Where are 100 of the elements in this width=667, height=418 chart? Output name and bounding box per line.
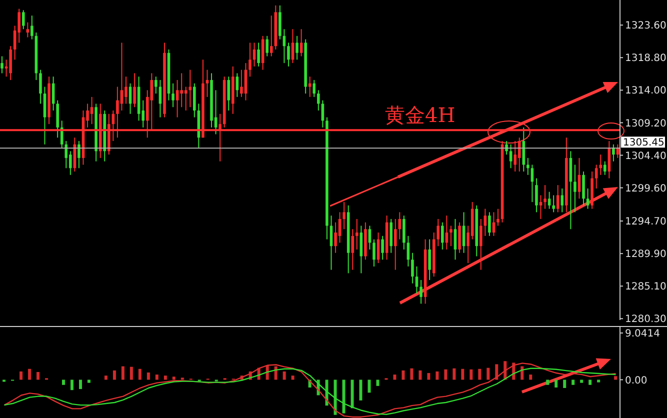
candlestick <box>372 238 376 267</box>
bar <box>342 380 346 414</box>
bar <box>359 380 362 400</box>
candlestick <box>184 86 188 112</box>
y-tick-label: 1314.00 <box>625 86 666 97</box>
bar <box>78 380 82 390</box>
bar <box>546 380 550 385</box>
candlestick <box>26 22 30 38</box>
y-tick-label: 9.0414 <box>625 328 660 340</box>
bar <box>597 380 600 382</box>
candlestick <box>402 215 406 250</box>
candlestick <box>296 35 298 60</box>
candlestick <box>454 218 457 260</box>
candlestick <box>90 96 94 125</box>
bar <box>146 372 150 380</box>
y-tick-label: 1323.60 <box>625 20 666 32</box>
bar <box>529 374 532 380</box>
candlestick <box>420 280 422 304</box>
bar <box>572 380 575 385</box>
candlestick <box>188 69 192 108</box>
candlestick <box>78 140 80 169</box>
bar <box>588 380 592 385</box>
bar <box>444 369 448 380</box>
candlestick <box>612 144 615 162</box>
candlestick <box>22 10 25 30</box>
candlestick <box>172 82 174 108</box>
candlestick <box>586 188 590 210</box>
candlestick <box>428 238 431 280</box>
candlestick <box>548 191 551 210</box>
candlestick <box>206 69 209 98</box>
bar <box>418 370 422 380</box>
candlestick <box>334 222 337 254</box>
y-tick-label: 1294.70 <box>625 216 666 228</box>
bar <box>121 366 124 380</box>
bar <box>470 369 473 380</box>
candlestick <box>458 222 461 254</box>
candlestick <box>39 69 42 104</box>
bar <box>393 374 396 380</box>
candlestick <box>248 42 252 78</box>
bar <box>282 371 286 380</box>
candlestick <box>535 178 538 213</box>
candlestick <box>599 154 602 176</box>
candlestick <box>415 266 418 294</box>
candlestick <box>133 72 136 108</box>
y-tick-label: 1289.90 <box>625 249 666 260</box>
bar <box>164 376 167 380</box>
candlestick <box>257 42 260 67</box>
candlestick <box>9 46 12 80</box>
candlestick <box>518 137 521 172</box>
bar <box>436 371 439 380</box>
candlestick <box>514 140 517 172</box>
bar <box>112 370 116 380</box>
bar <box>350 380 354 408</box>
candlestick <box>278 4 282 40</box>
bar <box>452 368 456 380</box>
candlestick <box>64 140 68 169</box>
bar <box>376 380 380 386</box>
candlestick <box>30 15 34 40</box>
candlestick <box>266 35 269 57</box>
bar <box>104 376 108 380</box>
y-tick-label: 1309.20 <box>625 118 666 130</box>
bar <box>410 368 414 380</box>
bar <box>554 380 558 388</box>
bar <box>291 376 294 380</box>
candlestick <box>582 171 585 206</box>
bar <box>62 380 65 385</box>
bar <box>172 376 176 380</box>
candlestick <box>300 28 303 57</box>
candlestick <box>484 208 487 236</box>
bar <box>20 371 23 380</box>
candlestick <box>351 228 354 270</box>
candlestick <box>317 90 320 112</box>
candlestick <box>560 188 564 213</box>
candlestick <box>574 164 576 213</box>
bar <box>580 380 584 383</box>
candlestick <box>240 69 243 98</box>
bar <box>427 373 430 380</box>
candlestick <box>56 100 59 138</box>
bar <box>478 368 482 380</box>
candlestick <box>360 225 363 274</box>
y-tick-label: 1299.60 <box>625 183 666 194</box>
candlestick <box>270 15 273 57</box>
candlestick <box>544 184 546 210</box>
candlestick <box>355 218 358 250</box>
annotation: 黄金4H <box>385 102 456 129</box>
candlestick <box>308 76 312 98</box>
candlestick <box>227 76 230 112</box>
candlestick <box>539 194 542 220</box>
candlestick <box>488 212 491 236</box>
y-tick-label: 0.00 <box>625 375 648 386</box>
candlestick <box>441 222 444 250</box>
candlestick <box>342 202 346 230</box>
candlestick <box>450 225 452 247</box>
y-tick-label: 1280.30 <box>625 314 666 326</box>
bar <box>368 380 371 393</box>
bar <box>563 380 566 388</box>
candlestick <box>154 76 158 94</box>
candlestick <box>526 157 530 176</box>
y-tick-label: 1304.40 <box>625 150 666 162</box>
candlestick <box>287 42 290 67</box>
